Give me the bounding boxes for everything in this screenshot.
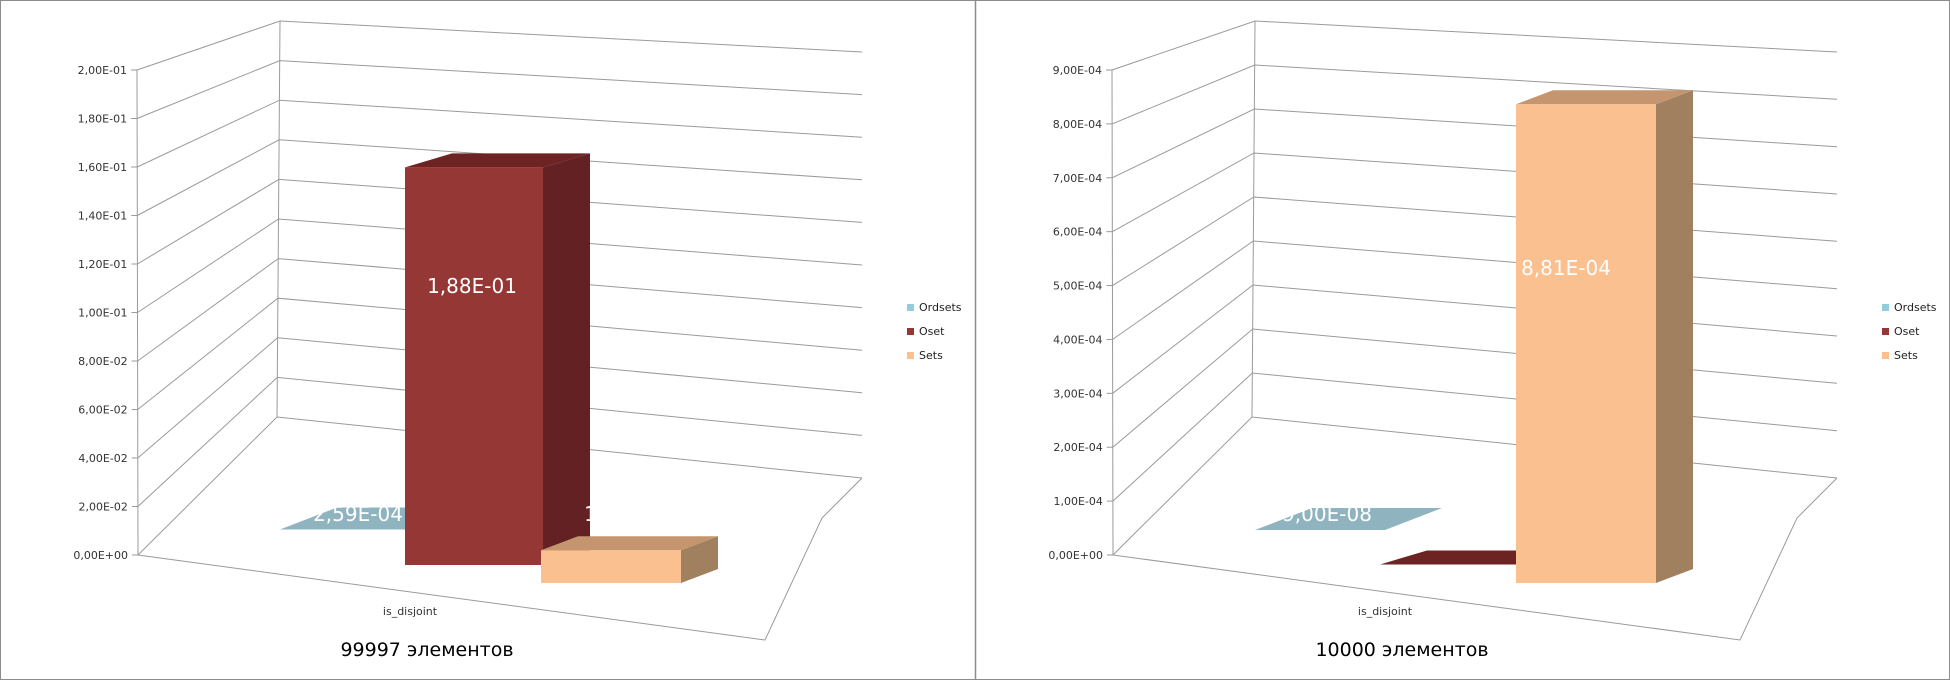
legend-label-oset: Oset <box>1894 325 1920 338</box>
y-tick-label: 1,00E-01 <box>78 307 127 320</box>
chart-caption: 99997 элементов <box>340 639 513 661</box>
y-tick-label: 6,00E-02 <box>78 404 127 417</box>
gridline <box>1111 20 1838 71</box>
chart-2: 0,00E+00 1,00E-04 2,00E-04 3,00E-04 4,00E-04… <box>1048 20 1937 661</box>
bar-oset <box>405 167 543 565</box>
legend-label-ordsets: Ordsets <box>919 301 962 314</box>
data-label: 8,40E-07 <box>1407 519 1497 543</box>
bar-side-oset <box>543 153 590 565</box>
floor-outline <box>1112 477 1838 641</box>
y-axis-back <box>1251 20 1256 418</box>
bar-side-sets <box>1656 90 1693 584</box>
y-tick-label: 2,00E-01 <box>78 64 127 77</box>
y-axis-front <box>1111 69 1114 556</box>
legend-label-ordsets: Ordsets <box>1894 301 1937 314</box>
legend-label-oset: Oset <box>919 325 945 338</box>
y-tick-label: 2,00E-04 <box>1053 441 1102 454</box>
chart-1: 0,00E+00 2,00E-02 4,00E-02 6,00E-02 8,00E-02… <box>73 20 962 661</box>
gridline <box>1111 108 1838 179</box>
y-tick-label: 0,00E+00 <box>73 549 128 562</box>
data-label: 1,55E-02 <box>584 502 674 526</box>
gridline <box>1111 64 1838 125</box>
data-label: 2,59E-04 <box>313 502 403 526</box>
gridline <box>136 60 863 119</box>
chart-caption: 10000 элементов <box>1315 639 1488 661</box>
x-category-label: is_disjoint <box>383 605 438 618</box>
bar-side-sets <box>681 536 718 583</box>
data-label: 9,00E-08 <box>1282 502 1372 526</box>
data-label: 1,88E-01 <box>427 274 517 298</box>
data-label: 8,81E-04 <box>1521 256 1611 280</box>
y-tick-label: 5,00E-04 <box>1053 280 1102 293</box>
gridline <box>1112 284 1838 394</box>
legend-label-sets: Sets <box>919 349 943 362</box>
legend-label-sets: Sets <box>1894 349 1918 362</box>
bar-top-oset <box>405 153 590 168</box>
gridline <box>136 20 863 71</box>
y-tick-label: 1,80E-01 <box>78 113 127 126</box>
bar-top-sets <box>1516 90 1693 105</box>
gridline <box>1112 196 1838 287</box>
y-tick-label: 0,00E+00 <box>1048 549 1103 562</box>
legend-swatch-ordsets <box>907 304 914 311</box>
y-tick-label: 4,00E-04 <box>1053 333 1102 346</box>
y-tick-label: 3,00E-04 <box>1053 387 1102 400</box>
legend-swatch-oset <box>907 328 914 335</box>
legend-swatch-sets <box>907 352 914 359</box>
bar-top-ordsets <box>1255 508 1442 530</box>
y-tick-label: 1,00E-04 <box>1053 495 1102 508</box>
y-tick-label: 1,60E-01 <box>78 161 127 174</box>
y-tick-label: 9,00E-04 <box>1053 64 1102 77</box>
legend-swatch-ordsets <box>1882 304 1889 311</box>
y-tick-label: 6,00E-04 <box>1053 226 1102 239</box>
x-category-label: is_disjoint <box>1358 605 1413 618</box>
gridline <box>1112 328 1838 448</box>
y-tick-label: 8,00E-04 <box>1053 118 1102 131</box>
bar-top-sets <box>541 536 718 551</box>
legend-swatch-oset <box>1882 328 1889 335</box>
y-tick-label: 1,40E-01 <box>78 210 127 223</box>
legend-swatch-sets <box>1882 352 1889 359</box>
y-tick-label: 4,00E-02 <box>78 452 127 465</box>
gridline <box>1112 240 1838 340</box>
y-tick-label: 8,00E-02 <box>78 355 127 368</box>
y-axis-back <box>276 20 281 418</box>
gridline <box>1112 372 1838 502</box>
y-tick-label: 7,00E-04 <box>1053 172 1102 185</box>
y-tick-label: 2,00E-02 <box>78 501 127 514</box>
bar-sets <box>1516 104 1656 583</box>
y-axis-front <box>136 69 139 556</box>
gridline <box>1112 152 1838 233</box>
y-tick-label: 1,20E-01 <box>78 258 127 271</box>
bar-sets <box>541 550 681 583</box>
floor-outline <box>137 477 863 641</box>
